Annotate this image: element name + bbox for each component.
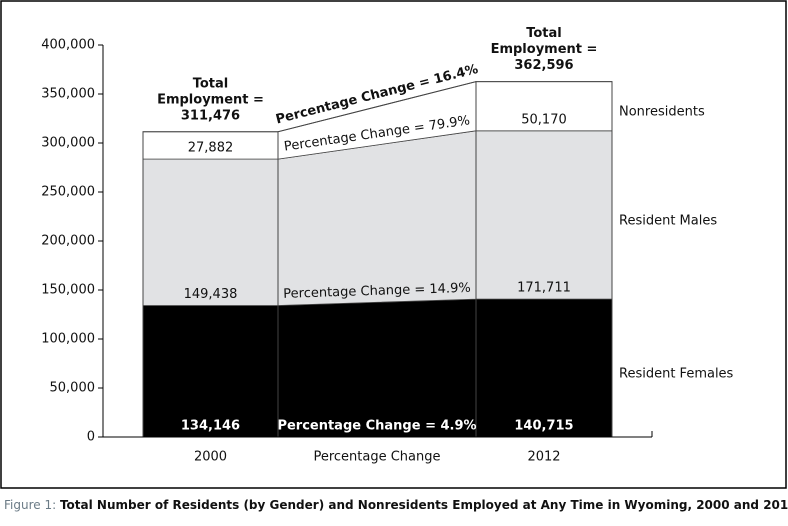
y-tick-label: 50,000	[50, 381, 96, 396]
series-label: Resident Males	[619, 213, 717, 228]
y-tick-label: 200,000	[41, 234, 95, 249]
total-value-label: 362,596	[514, 58, 573, 73]
y-tick-label: 150,000	[41, 283, 95, 298]
frame	[0, 0, 787, 489]
y-tick-label: 350,000	[41, 87, 95, 102]
x-tick-label: Percentage Change	[313, 450, 440, 465]
value-label: 140,715	[514, 419, 573, 434]
total-label: Total	[526, 26, 562, 41]
change-area	[277, 298, 477, 438]
value-label: 149,438	[184, 287, 238, 302]
change-area	[277, 130, 477, 306]
bar-segment	[475, 298, 613, 438]
y-tick-label: 400,000	[41, 38, 95, 53]
y-tick-label: 250,000	[41, 185, 95, 200]
value-label: 171,711	[517, 281, 571, 296]
caption: Figure 1: Total Number of Residents (by …	[4, 498, 788, 512]
y-tick-label: 0	[87, 430, 95, 445]
y-tick-label: 300,000	[41, 136, 95, 151]
value-label: 50,170	[521, 112, 567, 127]
series-label: Nonresidents	[619, 105, 705, 120]
total-label: Total	[193, 76, 229, 91]
x-tick-label: 2000	[194, 450, 227, 465]
caption-prefix: Figure 1:	[4, 498, 56, 512]
series-label: Resident Females	[619, 367, 734, 382]
y-tick-label: 100,000	[41, 332, 95, 347]
change-label: Percentage Change = 14.9%	[283, 281, 471, 302]
change-label: Percentage Change = 4.9%	[277, 419, 476, 434]
total-change-line	[277, 81, 477, 133]
total-value-label: 311,476	[181, 108, 240, 123]
bar-segment	[142, 305, 279, 438]
x-tick-label: 2012	[527, 450, 560, 465]
bar-segment	[475, 130, 613, 300]
total-label: Employment =	[491, 42, 598, 57]
caption-text: Total Number of Residents (by Gender) an…	[60, 498, 788, 512]
total-label: Employment =	[157, 92, 264, 107]
value-label: 27,882	[188, 141, 234, 156]
bar-segment	[142, 158, 279, 306]
value-label: 134,146	[181, 419, 240, 434]
